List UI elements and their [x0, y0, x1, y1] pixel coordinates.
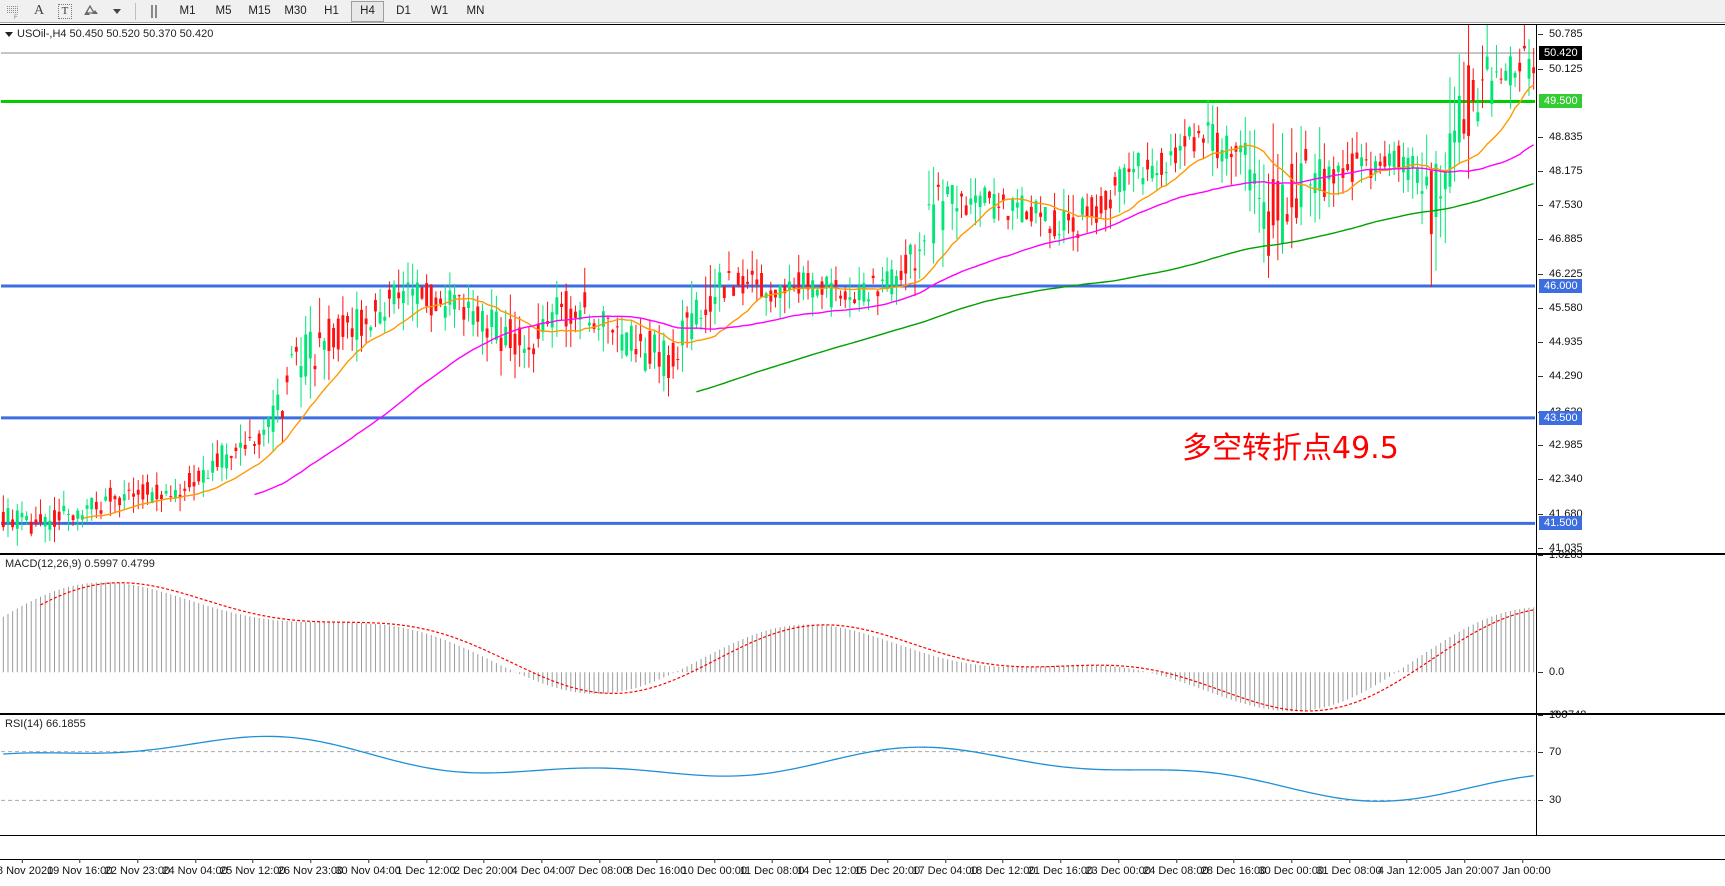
macd-svg	[2, 582, 1535, 712]
time-label: 22 Nov 23:00	[104, 859, 171, 877]
time-label: 18 Nov 2020	[0, 859, 53, 877]
price-plot[interactable]	[1, 25, 1535, 553]
time-label: 17 Dec 04:00	[912, 859, 978, 877]
timeframe-m1[interactable]: M1	[179, 5, 196, 17]
time-label: 14 Dec 12:00	[796, 859, 863, 877]
current-price-badge: 50.420	[1539, 45, 1582, 60]
time-label: 15 Dec 20:00	[854, 859, 921, 877]
candlestick-svg	[1, 25, 1535, 546]
price-tick-44-935: 44.935	[1536, 336, 1725, 348]
rsi-axis: 100 70 30	[1536, 709, 1725, 835]
caret-down-glyph	[113, 8, 121, 14]
time-label: 24 Dec 08:00	[1143, 859, 1209, 877]
color-change-icon[interactable]	[78, 1, 104, 22]
time-label: 18 Dec 12:00	[970, 859, 1036, 877]
level-badge-41500: 41.500	[1539, 516, 1582, 531]
price-tick-50-125: 50.125	[1536, 63, 1725, 75]
price-tick-42-340: 42.340	[1536, 473, 1725, 485]
main-toolbar: F A T M1 M5 M15 M30 H1 H4 D1 W1 MN	[0, 0, 1725, 23]
price-tick-42-985: 42.985	[1536, 439, 1725, 451]
price-tick-46-225: 46.225	[1536, 268, 1725, 280]
time-label: 30 Dec 00:00	[1258, 859, 1324, 877]
time-label: 24 Nov 04:00	[162, 859, 228, 877]
price-tick-46-885: 46.885	[1536, 233, 1725, 245]
macd-plot[interactable]	[1, 555, 1535, 713]
rsi-plot[interactable]	[1, 715, 1535, 835]
toolbar-dropdown-icon[interactable]	[104, 1, 130, 22]
toolbar-drag-handle[interactable]	[141, 1, 167, 22]
price-axis[interactable]: 50.785 50.125 48.835 48.175 47.530 46.885 46.2…	[1536, 25, 1725, 554]
timeframe-group: M1 M5 M15 M30 H1 H4 D1 W1 MN	[171, 0, 492, 22]
timeframe-h1[interactable]: H1	[324, 5, 339, 17]
time-label: 25 Nov 12:00	[220, 859, 286, 877]
time-label: 21 Dec 16:00	[1027, 859, 1094, 877]
rsi-tick-30: 30	[1536, 794, 1725, 806]
timeframe-m15[interactable]: M15	[248, 5, 271, 17]
level-badge-43500: 43.500	[1539, 410, 1582, 425]
macd-panel[interactable]: MACD(12,26,9) 0.5997 0.4799 1.02830.0-0.…	[0, 549, 1725, 721]
symbol-header[interactable]: USOil-,H4 50.450 50.520 50.370 50.420	[5, 28, 213, 40]
rsi-tick-70: 70	[1536, 746, 1725, 758]
timeframe-m30[interactable]: M30	[284, 5, 307, 17]
crosshair-f-icon[interactable]: F	[0, 1, 26, 22]
time-label: 23 Dec 00:00	[1085, 859, 1151, 877]
time-label: 7 Dec 08:00	[569, 859, 629, 877]
time-label: 10 Dec 00:00	[681, 859, 748, 877]
boxed-t-glyph: T	[57, 3, 73, 19]
price-tick-41-035: 41.035	[1536, 542, 1725, 554]
rsi-panel[interactable]: RSI(14) 66.1855 100 70 30	[0, 709, 1725, 836]
time-label: 31 Dec 08:00	[1316, 859, 1382, 877]
macd-tick: 1.0283	[1536, 549, 1725, 561]
time-label: 8 Dec 16:00	[626, 859, 687, 877]
macd-header: MACD(12,26,9) 0.5997 0.4799	[5, 558, 155, 570]
time-label: 4 Dec 04:00	[511, 859, 571, 877]
level-badge-46000: 46.000	[1539, 279, 1582, 294]
price-tick-45-580: 45.580	[1536, 302, 1725, 314]
rsi-tick-100: 100	[1536, 709, 1725, 721]
time-label: 2 Dec 20:00	[453, 859, 514, 877]
time-label: 11 Dec 08:00	[739, 859, 805, 877]
price-tick-47-530: 47.530	[1536, 199, 1725, 211]
timeframe-mn[interactable]: MN	[466, 5, 485, 17]
time-label: 28 Dec 16:00	[1200, 859, 1267, 877]
timeframe-d1[interactable]: D1	[396, 5, 411, 17]
price-tick-48-835: 48.835	[1536, 131, 1725, 143]
rsi-header: RSI(14) 66.1855	[5, 718, 86, 730]
letter-a-glyph: A	[33, 3, 45, 18]
time-label: 1 Dec 12:00	[396, 859, 456, 877]
drag-bars-glyph	[151, 4, 157, 18]
time-label: 19 Nov 16:00	[46, 859, 113, 877]
timeframe-m5[interactable]: M5	[215, 5, 232, 17]
rsi-svg	[1, 735, 1535, 802]
price-tick-48-175: 48.175	[1536, 165, 1725, 177]
timeframe-w1[interactable]: W1	[430, 5, 449, 17]
macd-tick: 0.0	[1536, 666, 1725, 678]
time-label: 30 Nov 04:00	[335, 859, 401, 877]
time-label: 5 Jan 20:00	[1435, 859, 1494, 877]
price-tick-50-785: 50.785	[1536, 28, 1725, 40]
svg-text:F: F	[14, 15, 18, 19]
grid-glyph: F	[6, 5, 20, 19]
text-box-icon[interactable]: T	[52, 1, 78, 22]
time-label: 7 Jan 00:00	[1493, 859, 1551, 877]
price-panel[interactable]: USOil-,H4 50.450 50.520 50.370 50.420 50…	[0, 24, 1725, 554]
price-tick-44-290: 44.290	[1536, 370, 1725, 382]
toolbar-separator	[135, 2, 136, 20]
time-label: 26 Nov 23:00	[277, 859, 344, 877]
text-label-icon[interactable]: A	[26, 1, 52, 22]
level-badge-49500: 49.500	[1539, 94, 1582, 109]
timeframe-h4[interactable]: H4	[351, 0, 384, 22]
symbol-header-text: USOil-,H4 50.450 50.520 50.370 50.420	[17, 28, 214, 40]
chart-area[interactable]: USOil-,H4 50.450 50.520 50.370 50.420 50…	[0, 23, 1725, 886]
chart-annotation: 多空转折点49.5	[1182, 431, 1399, 466]
chevron-down-icon[interactable]	[5, 31, 13, 37]
time-label: 4 Jan 12:00	[1377, 859, 1436, 877]
